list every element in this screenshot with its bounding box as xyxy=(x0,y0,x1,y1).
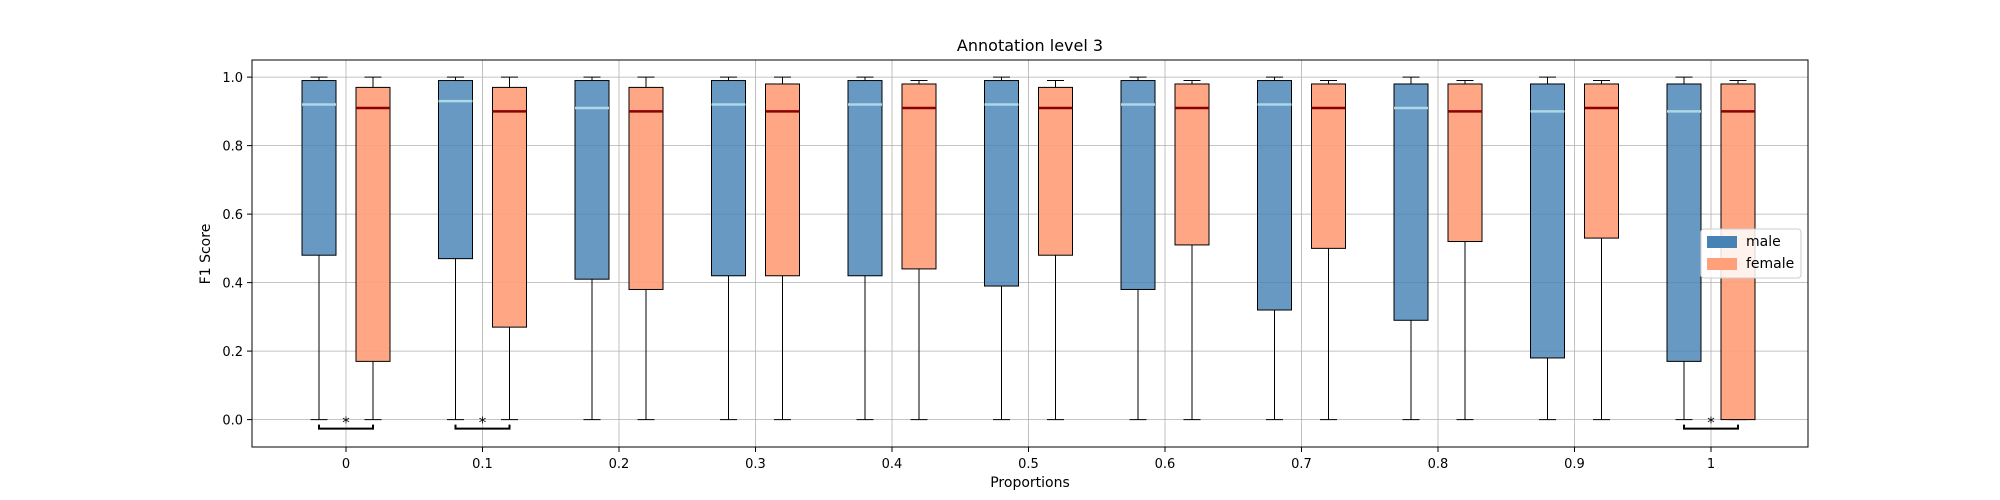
box-body xyxy=(1311,83,1346,249)
box-body xyxy=(847,80,883,277)
box-body xyxy=(1530,83,1565,359)
box-male-1 xyxy=(438,76,473,421)
box-female-7 xyxy=(1311,80,1346,421)
y-tick-label: 0.0 xyxy=(222,414,243,429)
y-tick-label: 1.0 xyxy=(222,71,243,86)
y-tick-label: 0.8 xyxy=(222,140,243,155)
box-female-4 xyxy=(901,80,937,421)
box-body xyxy=(301,80,337,256)
box-body xyxy=(1120,80,1156,290)
box-body xyxy=(628,86,664,290)
x-tick-label: 0.5 xyxy=(1018,457,1039,472)
box-body xyxy=(492,86,527,328)
legend-swatch-female xyxy=(1707,258,1737,270)
box-body xyxy=(1038,86,1073,256)
significance-bracket xyxy=(1683,424,1739,430)
box-female-5 xyxy=(1038,80,1073,421)
legend-swatch-male xyxy=(1707,236,1737,248)
box-female-6 xyxy=(1174,80,1210,421)
box-female-2 xyxy=(628,76,664,421)
x-tick-label: 0.9 xyxy=(1564,457,1585,472)
x-tick-label: 0.2 xyxy=(609,457,630,472)
box-body xyxy=(984,80,1019,287)
significance-label: * xyxy=(479,414,487,432)
significance-marker: * xyxy=(318,414,374,432)
box-body xyxy=(765,83,800,277)
x-tick-label: 0.3 xyxy=(745,457,766,472)
box-male-8 xyxy=(1393,76,1429,421)
box-male-4 xyxy=(847,76,883,421)
y-tick-label: 0.6 xyxy=(222,208,243,223)
y-tick-label: 0.2 xyxy=(222,345,243,360)
legend-label-female: female xyxy=(1746,256,1794,272)
significance-marker: * xyxy=(454,414,511,432)
box-male-2 xyxy=(574,76,610,421)
box-body xyxy=(438,80,473,260)
significance-label: * xyxy=(342,414,350,432)
y-axis-label: F1 Score xyxy=(198,224,214,285)
box-male-9 xyxy=(1530,76,1565,421)
grid-layer xyxy=(252,60,1808,447)
x-axis-label: Proportions xyxy=(990,475,1070,491)
box-body xyxy=(711,80,746,277)
box-female-0 xyxy=(355,76,391,421)
x-tick-label: 0.4 xyxy=(882,457,903,472)
box-female-3 xyxy=(765,76,800,421)
box-body xyxy=(901,83,937,270)
box-body xyxy=(1257,80,1292,311)
x-tick-label: 0 xyxy=(342,457,350,472)
significance-label: * xyxy=(1707,414,1715,432)
legend: male female xyxy=(1700,228,1802,279)
significance-layer: * * * xyxy=(318,414,1739,432)
box-body xyxy=(1447,83,1483,243)
x-tick-label: 0.8 xyxy=(1428,457,1449,472)
legend-label-male: male xyxy=(1746,234,1781,250)
box-male-7 xyxy=(1257,76,1292,421)
box-body xyxy=(574,80,610,280)
significance-bracket xyxy=(318,424,374,430)
x-tick-label: 0.1 xyxy=(472,457,493,472)
significance-bracket xyxy=(454,424,511,430)
box-female-9 xyxy=(1584,80,1619,421)
box-body xyxy=(1666,83,1702,362)
chart-title: Annotation level 3 xyxy=(957,36,1103,55)
box-male-5 xyxy=(984,76,1019,421)
box-male-3 xyxy=(711,76,746,421)
y-tick-label: 0.4 xyxy=(222,277,243,292)
x-tick-label: 0.7 xyxy=(1291,457,1312,472)
x-tick-label: 1 xyxy=(1707,457,1715,472)
significance-marker: * xyxy=(1683,414,1739,432)
box-layer xyxy=(301,76,1756,421)
box-body xyxy=(355,86,391,362)
plot-frame xyxy=(251,59,1809,448)
box-female-8 xyxy=(1447,80,1483,421)
box-female-1 xyxy=(492,76,527,421)
x-tick-label: 0.6 xyxy=(1155,457,1176,472)
box-male-6 xyxy=(1120,76,1156,421)
box-male-10 xyxy=(1666,76,1702,421)
tick-layer: 0.0 0.2 0.4 0.6 0.8 1.0 0 0.1 0.2 0.3 0.4 0.5 0.6 0.7… xyxy=(222,71,1715,472)
box-male-0 xyxy=(301,76,337,421)
box-body xyxy=(1393,83,1429,321)
box-body xyxy=(1174,83,1210,246)
box-body xyxy=(1584,83,1619,239)
